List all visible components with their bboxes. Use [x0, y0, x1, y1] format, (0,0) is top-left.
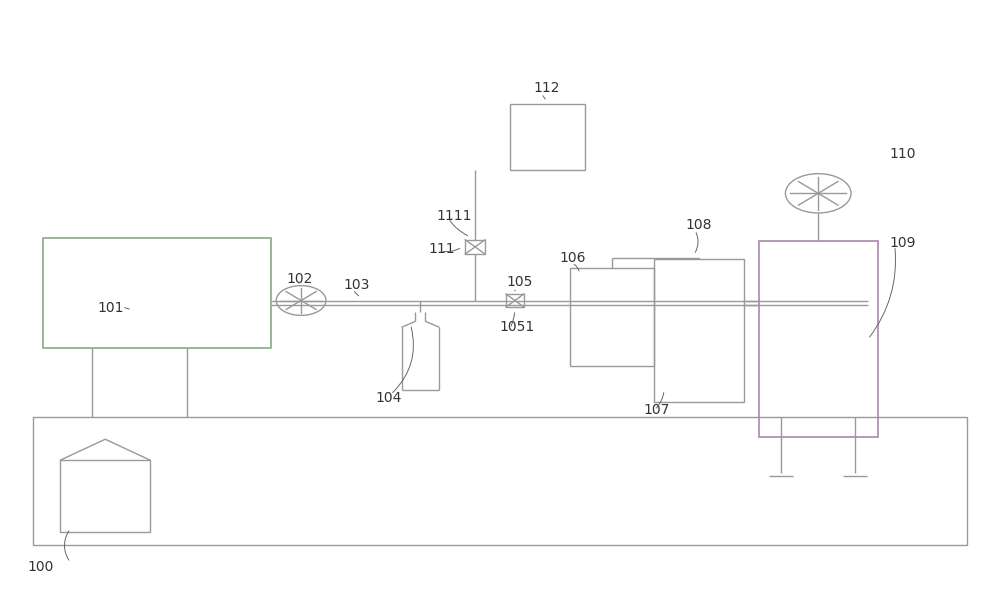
Bar: [570, 268, 654, 366]
Text: 110: 110: [890, 147, 916, 160]
Text: 107: 107: [643, 403, 670, 416]
Text: 100: 100: [28, 560, 54, 575]
Text: 103: 103: [344, 278, 370, 291]
Text: 108: 108: [685, 218, 711, 232]
Bar: [654, 259, 744, 401]
Text: 102: 102: [286, 272, 313, 285]
Bar: [510, 104, 585, 169]
Bar: [60, 460, 150, 531]
Text: 112: 112: [534, 81, 560, 95]
Bar: [506, 294, 524, 307]
Bar: [33, 416, 967, 545]
Text: 1111: 1111: [436, 209, 472, 222]
Text: 109: 109: [890, 236, 916, 250]
Text: 104: 104: [376, 391, 402, 404]
Bar: [465, 240, 485, 254]
Text: 111: 111: [428, 242, 455, 256]
Bar: [43, 238, 271, 348]
Text: 105: 105: [506, 275, 532, 289]
Bar: [759, 241, 878, 438]
Text: 1051: 1051: [499, 320, 534, 334]
Text: 101: 101: [97, 302, 124, 316]
Text: 106: 106: [560, 251, 586, 265]
